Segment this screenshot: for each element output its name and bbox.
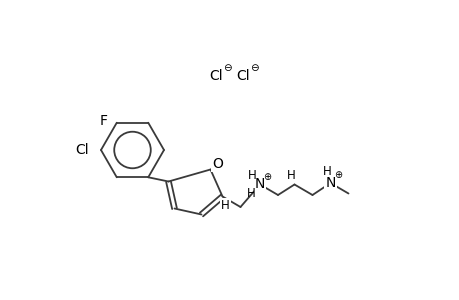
Text: H: H bbox=[246, 187, 255, 200]
Text: Cl: Cl bbox=[209, 70, 223, 83]
Text: Cl: Cl bbox=[75, 143, 89, 157]
Text: H: H bbox=[221, 199, 230, 212]
Text: N: N bbox=[254, 178, 264, 191]
Text: ⊕: ⊕ bbox=[333, 170, 341, 181]
Text: F: F bbox=[100, 114, 107, 128]
Text: O: O bbox=[212, 157, 223, 171]
Text: N: N bbox=[325, 176, 335, 190]
Text: Cl: Cl bbox=[236, 70, 250, 83]
Text: H: H bbox=[286, 169, 295, 182]
Text: H: H bbox=[247, 169, 256, 182]
Text: ⊕: ⊕ bbox=[263, 172, 271, 182]
Text: H: H bbox=[322, 165, 331, 178]
Text: ⊖: ⊖ bbox=[222, 63, 231, 73]
Text: ⊖: ⊖ bbox=[249, 63, 258, 73]
